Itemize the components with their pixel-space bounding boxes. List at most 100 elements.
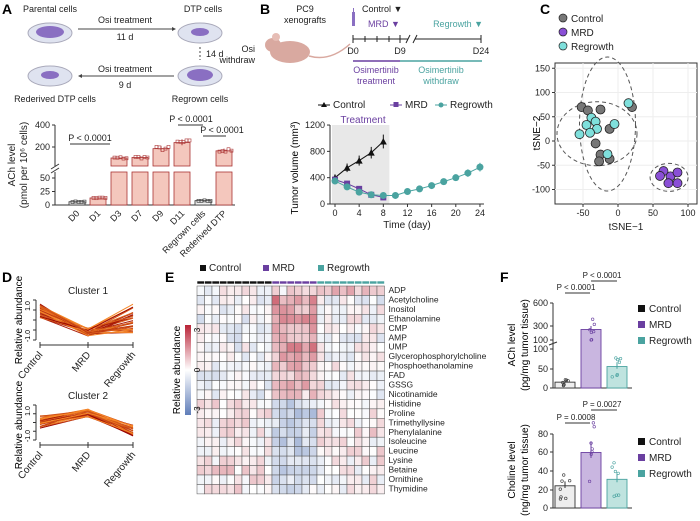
osi-treatment-label: Osi treatment [98,15,153,25]
legend-marker [638,470,645,477]
data-point [154,145,159,149]
heatmap-cell [211,295,220,306]
heatmap-cell [316,361,325,372]
y-tick-label: -100 [532,185,550,195]
y-tick-label: 25 [40,187,50,197]
withdraw-label: withdraw [422,76,459,86]
heatmap-cell [256,333,265,343]
mrd-timepoint-label: MRD ▼ [368,19,400,29]
heatmap-cell [376,399,385,410]
heatmap-cell [376,380,385,391]
heatmap-cell [361,285,370,296]
data-point-regrowth [574,129,585,140]
heatmap-cell [286,446,295,457]
group-annotation [279,280,288,285]
x-tick-label: D9 [150,208,165,223]
heatmap-cell [271,474,280,485]
heatmap-cell [241,304,250,315]
legend-label: MRD [649,320,672,331]
row-label: Acetylcholine [389,294,439,304]
heatmap-cell [346,295,355,306]
heatmap-cell [249,295,258,306]
panel-c-tsne-scatter: -100 -50 0 50 100 150 -50 0 50 100 tSNE−1 tSNE−2 Con… [532,13,698,233]
heatmap-cell [361,323,370,334]
heatmap-cell [324,427,333,438]
duration-label: 11 d [117,32,134,42]
y-tick-label: -50 [537,160,550,170]
heatmap-cell [264,285,273,296]
heatmap-cell [211,484,220,495]
metabolite-line [39,303,134,330]
heatmap-cell [271,436,280,447]
heatmap-cell [264,370,273,381]
heatmap-cell [271,314,280,325]
row-label: GSSG [389,380,414,390]
heatmap-cell [301,285,310,296]
heatmap-cell [331,333,340,343]
group-annotation [241,280,250,285]
legend-marker [318,265,324,271]
heatmap-cell [376,418,385,428]
heatmap-cell [324,304,333,315]
y-tick-label: 20 [538,485,548,495]
heatmap-cell [249,455,258,466]
heatmap-cell [369,333,378,343]
axis-break [50,167,60,174]
metabolite-line [39,312,134,331]
group-annotation [211,280,220,285]
heatmap-cell [264,455,273,466]
legend-label: Control [209,263,241,274]
heatmap-cell [264,295,273,306]
heatmap-cell [361,389,370,400]
heatmap-cell [271,455,280,466]
data-point [590,449,594,454]
bar [173,142,191,167]
heatmap-cell [279,323,288,334]
heatmap-cell [346,361,355,372]
y-tick-label: 50 [538,364,548,374]
legend-label: Regrowth [450,100,493,111]
heatmap-cell [339,455,348,466]
heatmap-cell [271,427,280,438]
duration-label: 9 d [119,80,132,90]
heatmap-cell [369,399,378,410]
heatmap-cell [331,342,340,353]
data-point [592,322,596,326]
heatmap-cell [211,436,220,447]
heatmap-cell [354,285,363,296]
heatmap-cell [241,408,250,419]
heatmap-cell [196,418,205,428]
heatmap-cell [301,418,310,428]
heatmap-cell [211,389,220,400]
heatmap-cell [256,314,265,325]
heatmap-cell [279,474,288,485]
data-point-control [594,156,604,167]
group-annotation [271,280,280,285]
heatmap-cell [301,370,310,381]
heatmap-cell [331,408,340,419]
legend-marker [638,337,645,344]
legend-marker [638,321,645,328]
heatmap-cell [196,455,205,466]
heatmap-cell [316,323,325,334]
heatmap-cell [331,295,340,306]
heatmap-cell [204,342,213,353]
data-point [613,469,618,474]
x-tick-label: D3 [108,208,123,223]
y-tick-label: 400 [310,173,325,183]
color-scale-tick: 3 [193,327,202,332]
row-label: Histidine [389,398,422,408]
heatmap-cell [234,446,243,457]
heatmap-cell [294,455,303,466]
heatmap-cell [294,418,303,428]
dish-icon [177,65,223,87]
heatmap-cell [346,323,355,334]
data-point [612,461,616,465]
heatmap-cell [271,446,280,457]
heatmap-cell [211,351,220,362]
y-tick-label: 60 [538,447,548,457]
data-point [591,317,595,321]
heatmap-cell [324,446,333,457]
heatmap-cell [369,446,378,457]
heatmap-cell [309,295,318,306]
